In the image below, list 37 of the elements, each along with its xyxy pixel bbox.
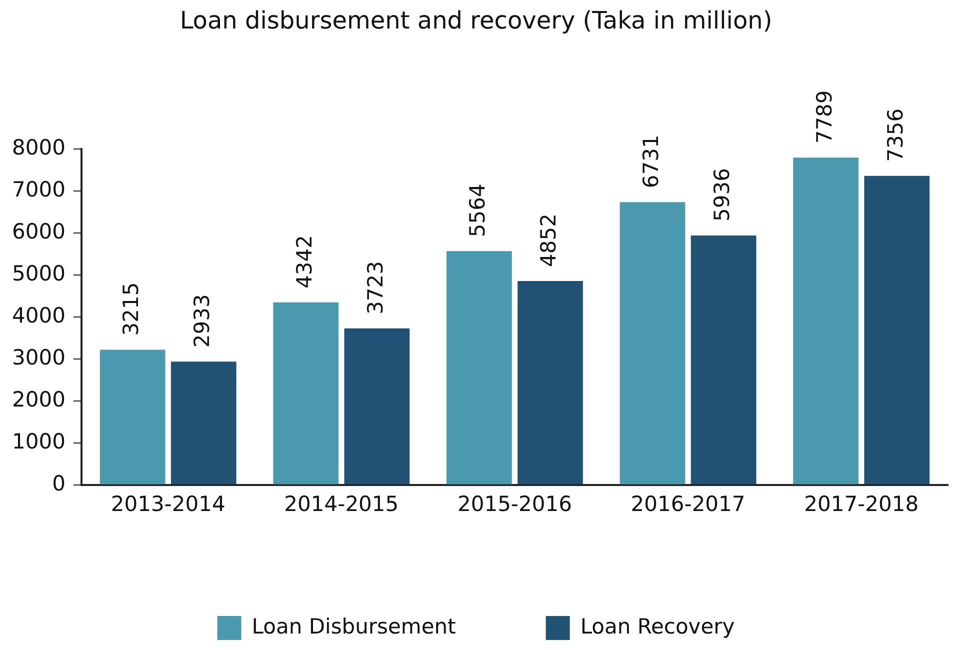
bar	[690, 235, 756, 484]
y-tick-label: 1000	[12, 429, 66, 454]
data-label: 4342	[292, 234, 316, 288]
x-tick-label: 2017-2018	[804, 492, 919, 516]
data-label: 7789	[812, 90, 836, 144]
y-tick-label: 7000	[12, 177, 66, 202]
x-tick-label: 2013-2014	[110, 492, 226, 516]
x-tick-label: 2016-2017	[630, 492, 746, 516]
x-tick-label: 2014-2015	[284, 492, 399, 516]
data-label: 6731	[638, 134, 663, 188]
bar	[793, 158, 858, 484]
data-label: 5564	[466, 184, 490, 238]
bar	[170, 362, 236, 484]
y-tick-label: 6000	[12, 219, 66, 244]
chart-title: Loan disbursement and recovery (Taka in million)	[180, 6, 772, 35]
bar	[100, 350, 166, 484]
data-label: 7356	[883, 108, 908, 162]
bar	[864, 176, 930, 484]
legend-label: Loan Disbursement	[252, 614, 456, 638]
legend-label: Loan Recovery	[580, 614, 735, 638]
data-label: 2933	[190, 294, 214, 348]
y-tick-label: 4000	[12, 303, 66, 328]
y-tick-label: 8000	[12, 135, 66, 160]
bar	[273, 302, 339, 484]
bar	[344, 328, 410, 484]
y-tick-label: 2000	[12, 387, 66, 412]
y-tick-label: 5000	[12, 261, 66, 286]
data-label: 5936	[710, 168, 734, 222]
data-label: 3723	[363, 260, 388, 314]
bar	[446, 251, 512, 484]
data-label: 4852	[536, 214, 561, 268]
data-label: 3215	[119, 282, 144, 336]
x-tick-label: 2015-2016	[457, 492, 572, 516]
bar	[620, 202, 686, 484]
y-tick-label: 0	[52, 471, 66, 496]
bar	[518, 281, 583, 484]
y-tick-label: 3000	[12, 345, 66, 370]
